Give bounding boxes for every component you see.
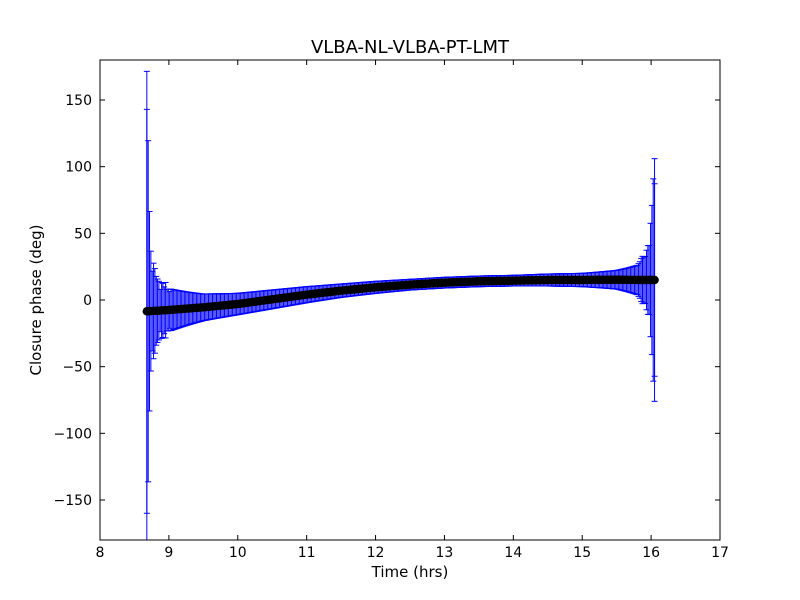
chart-title: VLBA-NL-VLBA-PT-LMT (311, 37, 510, 58)
x-tick-label: 17 (711, 545, 729, 561)
axis-ticks: 8 9 10 11 12 13 14 15 16 17 150 100 50 0 −50 −100 −150 (54, 60, 729, 561)
plot-area-frame (99, 59, 721, 541)
y-tick-label: −150 (54, 493, 92, 509)
y-tick-label: −50 (62, 360, 92, 376)
x-tick-label: 15 (573, 545, 591, 561)
x-tick-label: 8 (96, 545, 105, 561)
x-tick-label: 12 (367, 545, 385, 561)
x-axis-label: Time (hrs) (371, 563, 449, 581)
y-tick-label: 50 (74, 226, 92, 242)
y-tick-label: 150 (65, 93, 92, 109)
x-tick-label: 14 (504, 545, 522, 561)
y-axis-label: Closure phase (deg) (27, 225, 45, 376)
y-tick-label: −100 (54, 426, 92, 442)
x-tick-label: 11 (298, 545, 316, 561)
x-tick-label: 9 (164, 545, 173, 561)
x-tick-label: 16 (642, 545, 660, 561)
data-point (142, 307, 152, 316)
x-tick-label: 13 (436, 545, 454, 561)
y-tick-label: 100 (65, 160, 92, 176)
data-point (650, 275, 659, 285)
y-tick-label: 0 (83, 293, 92, 309)
data-markers (142, 275, 659, 316)
x-tick-label: 10 (229, 545, 247, 561)
